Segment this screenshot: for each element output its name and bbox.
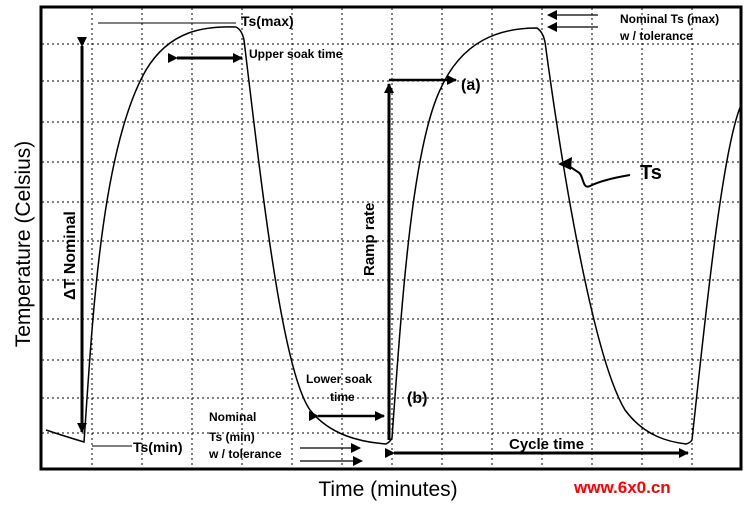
x-axis-title: Time (minutes) [318, 478, 457, 501]
ramp-rate-label: Ramp rate [361, 203, 378, 276]
ts-pointer-head [558, 157, 572, 170]
nominal-min-label-1: Nominal [209, 410, 256, 424]
point-a-label: (a) [461, 77, 481, 94]
cycle-time-label: Cycle time [509, 436, 584, 453]
ts-max-label: Ts(max) [241, 13, 294, 29]
point-b-label: (b) [407, 390, 427, 407]
delta-t-label: ΔT Nominal [62, 211, 79, 300]
nominal-max-label-1: Nominal Ts (max) [620, 12, 719, 26]
temperature-curve [45, 26, 742, 445]
watermark: www.6x0.cn [573, 478, 671, 497]
lower-soak-label-1: Lower soak [306, 372, 372, 386]
nominal-min-label-2: Ts (min) [209, 430, 255, 444]
lower-soak-label-2: time [330, 390, 355, 404]
y-axis-title: Temperature (Celsius) [12, 141, 35, 348]
plot-frame [39, 5, 743, 471]
upper-soak-label: Upper soak time [249, 47, 343, 61]
grid [42, 8, 740, 468]
nominal-max-label-2: w / tolerance [619, 29, 693, 43]
ts-min-label: Ts(min) [133, 439, 183, 455]
ts-pointer-squiggle [565, 164, 631, 188]
nominal-min-label-3: w / tolerance [208, 447, 282, 461]
ts-label: Ts [640, 162, 662, 184]
